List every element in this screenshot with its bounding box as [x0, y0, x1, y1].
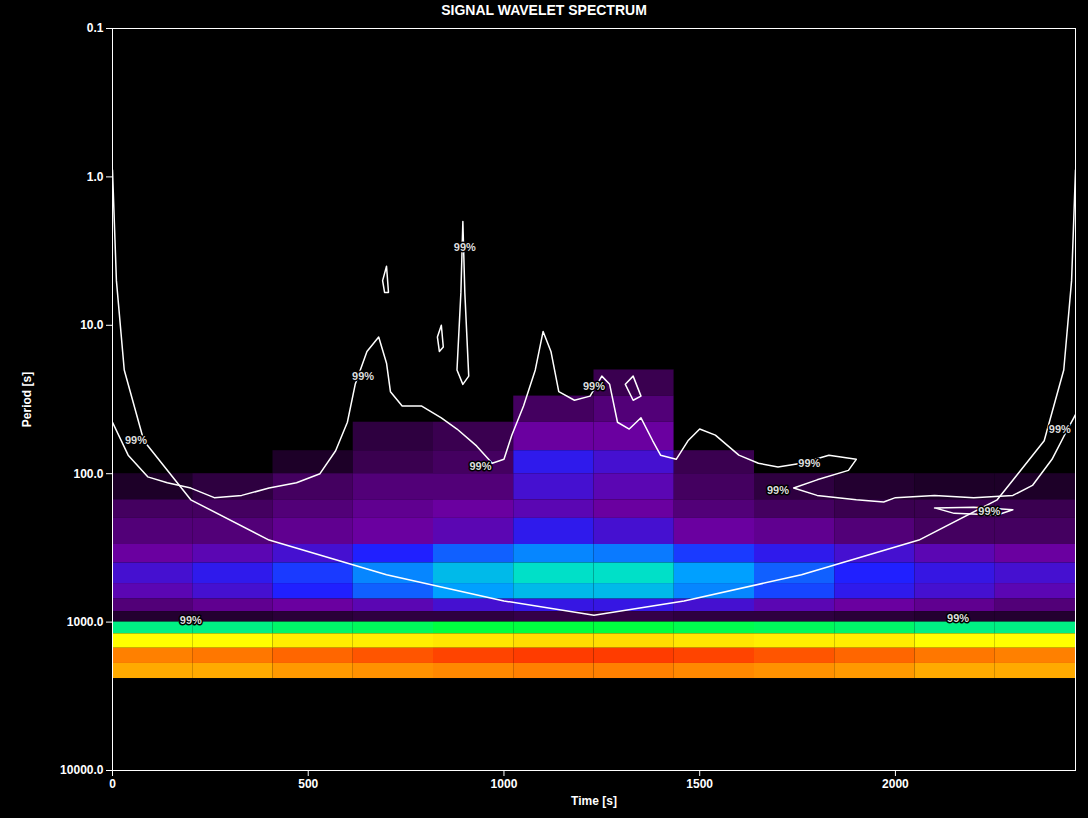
svg-text:99%: 99% — [125, 434, 147, 446]
svg-text:99%: 99% — [947, 612, 969, 624]
svg-text:1500: 1500 — [686, 777, 713, 791]
svg-text:10000.0: 10000.0 — [60, 763, 104, 777]
svg-text:1000.0: 1000.0 — [67, 615, 104, 629]
svg-text:0.1: 0.1 — [87, 21, 104, 35]
svg-text:99%: 99% — [583, 380, 605, 392]
svg-text:99%: 99% — [352, 370, 374, 382]
svg-text:1.0: 1.0 — [87, 170, 104, 184]
svg-text:2000: 2000 — [882, 777, 909, 791]
svg-text:99%: 99% — [978, 505, 1000, 517]
svg-text:1000: 1000 — [491, 777, 518, 791]
svg-text:99%: 99% — [798, 457, 820, 469]
svg-text:99%: 99% — [767, 484, 789, 496]
svg-text:500: 500 — [298, 777, 318, 791]
svg-text:99%: 99% — [180, 614, 202, 626]
svg-text:99%: 99% — [469, 460, 491, 472]
html-text:SIGNAL WAVELET SPECTRUM: SIGNAL WAVELET SPECTRUM — [441, 2, 647, 18]
svg-text:100.0: 100.0 — [73, 467, 103, 481]
svg-text:99%: 99% — [454, 241, 476, 253]
svg-text:0: 0 — [109, 777, 116, 791]
svg-text:10.0: 10.0 — [80, 318, 104, 332]
svg-text:Period [s]: Period [s] — [20, 372, 34, 427]
svg-text:Time [s]: Time [s] — [571, 794, 617, 808]
svg-text:99%: 99% — [1049, 423, 1071, 435]
